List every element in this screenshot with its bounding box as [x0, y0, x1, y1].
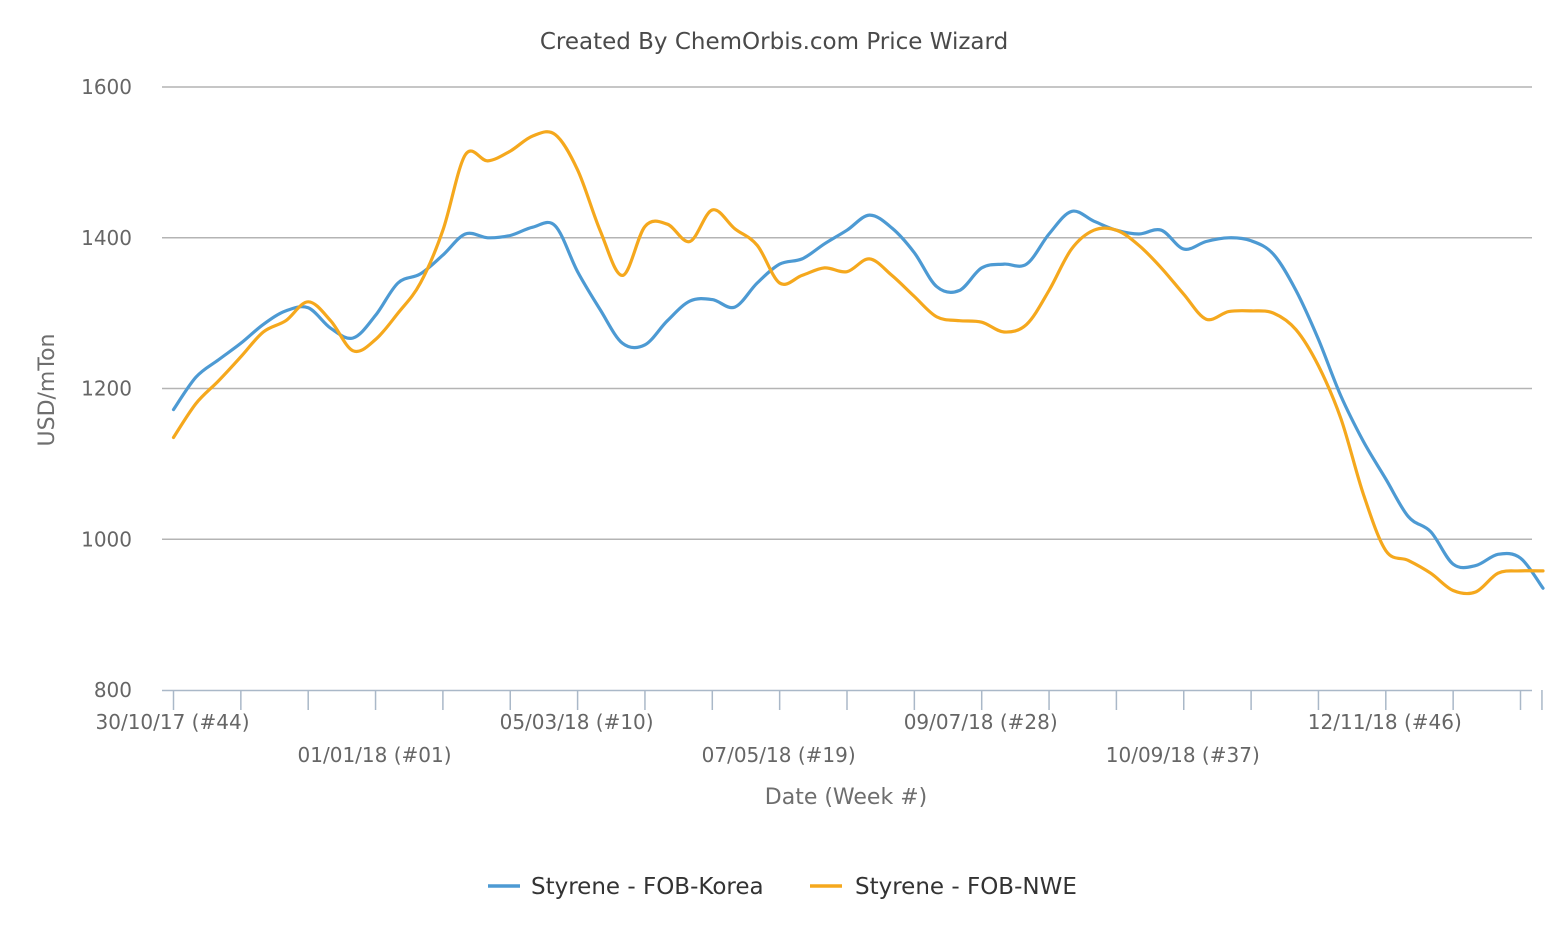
y-axis: 800 1000 1200 1400 1600 — [81, 75, 132, 702]
series-line-1[interactable] — [171, 209, 1545, 590]
x-axis — [172, 690, 1543, 710]
y-tick-label: 1400 — [81, 226, 132, 250]
y-tick-label: 800 — [94, 678, 132, 702]
series-lines — [171, 130, 1545, 596]
chart-title: Created By ChemOrbis.com Price Wizard — [540, 29, 1008, 55]
legend-item-label[interactable]: Styrene - FOB-NWE — [855, 874, 1077, 900]
grid-lines — [162, 86, 1532, 540]
legend-item-label[interactable]: Styrene - FOB-Korea — [531, 874, 764, 900]
x-tick-label: 01/01/18 (#01) — [298, 743, 452, 767]
x-tick-label: 12/11/18 (#46) — [1308, 710, 1462, 734]
legend[interactable]: Styrene - FOB-Korea Styrene - FOB-NWE — [488, 874, 1077, 900]
x-axis-title: Date (Week #) — [765, 785, 927, 810]
x-axis-tick-labels: 30/10/17 (#44) 01/01/18 (#01) 05/03/18 (#1… — [96, 710, 1462, 767]
x-tick-label: 30/10/17 (#44) — [96, 710, 250, 734]
y-tick-label: 1600 — [81, 75, 132, 99]
x-tick-label: 05/03/18 (#10) — [500, 710, 654, 734]
y-tick-label: 1000 — [81, 527, 132, 551]
x-tick-label: 07/05/18 (#19) — [702, 743, 856, 767]
x-tick-label: 10/09/18 (#37) — [1106, 743, 1260, 767]
series-line-2[interactable] — [171, 130, 1545, 596]
x-tick-label: 09/07/18 (#28) — [904, 710, 1058, 734]
y-axis-title: USD/mTon — [35, 334, 60, 447]
y-tick-label: 1200 — [81, 377, 132, 401]
